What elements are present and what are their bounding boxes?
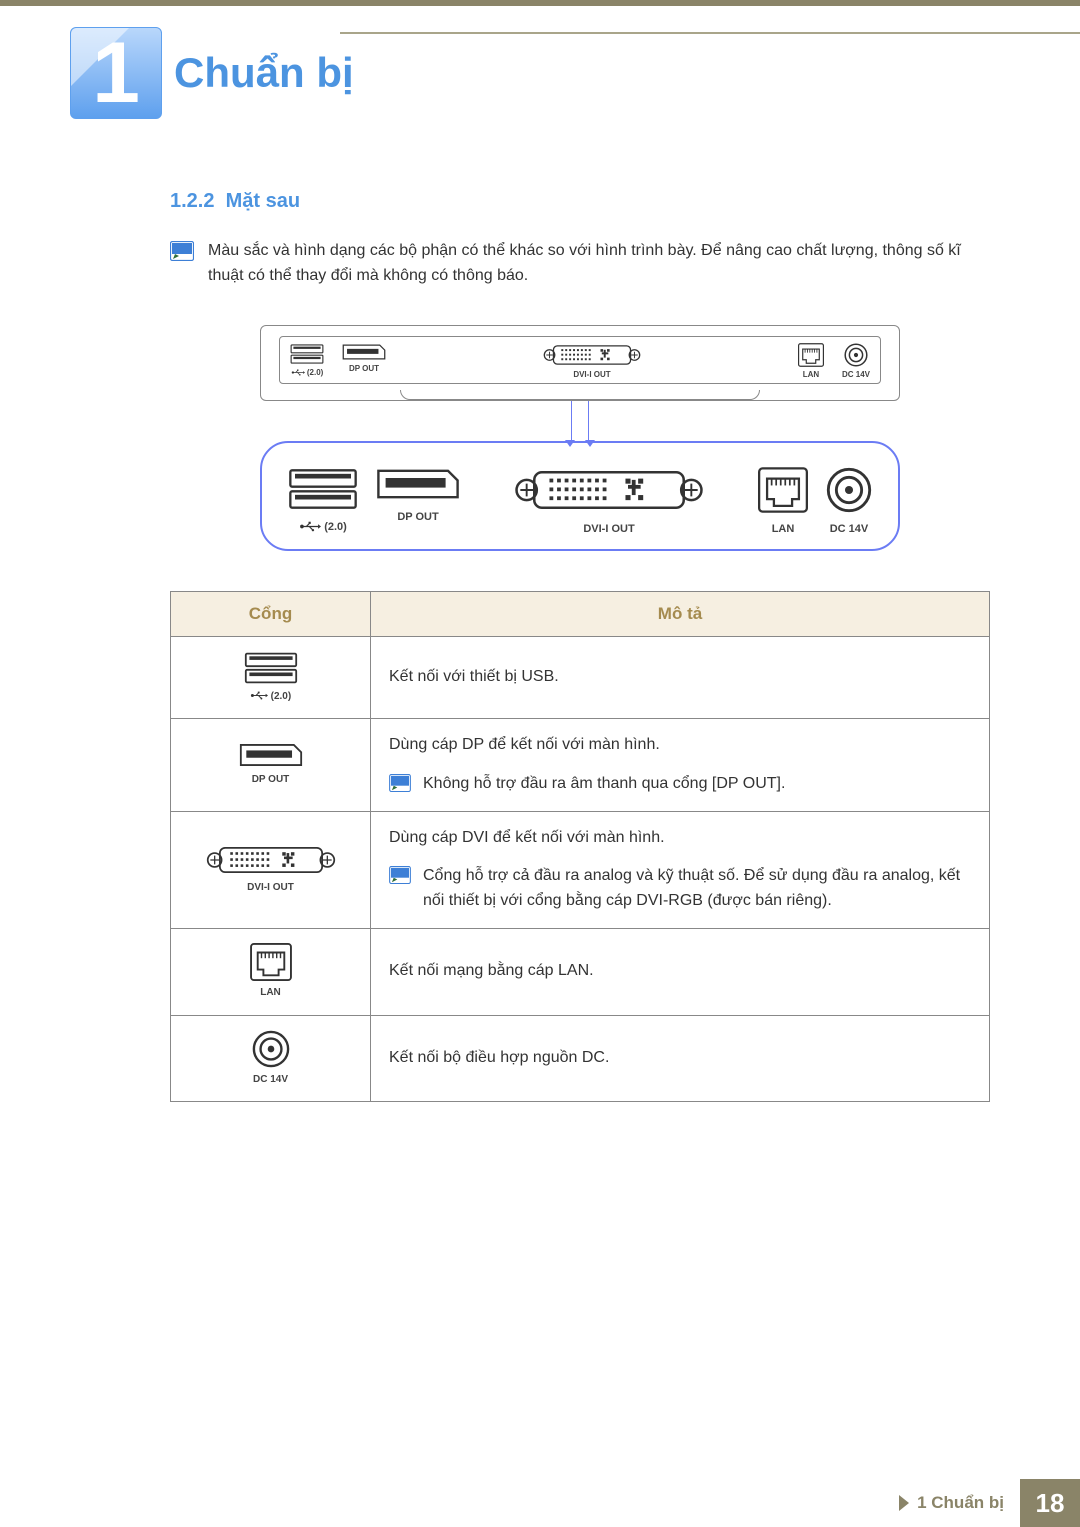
cell-desc: Kết nối với thiết bị USB. xyxy=(371,636,990,719)
col-desc: Mô tả xyxy=(371,591,990,636)
ports-zoom: (2.0) DP OUT DVI-I OUT LAN DC 14V xyxy=(260,441,900,551)
zoom-connector xyxy=(571,401,589,441)
cell-desc: Dùng cáp DVI để kết nối với màn hình. Cổ… xyxy=(371,811,990,928)
dvi-icon xyxy=(514,467,704,513)
notice-text: Màu sắc và hình dạng các bộ phận có thể … xyxy=(208,239,990,289)
dc-icon xyxy=(844,343,868,367)
cell-desc: Kết nối bộ điều hợp nguồn DC. xyxy=(371,1015,990,1102)
chapter-number: 1 xyxy=(92,30,140,116)
cell-desc: Dùng cáp DP để kết nối với màn hình. Khô… xyxy=(371,719,990,812)
device-stand xyxy=(400,390,760,400)
dp-icon xyxy=(376,467,460,501)
notice-icon xyxy=(389,866,411,884)
page-content: 1.2.2 Mặt sau Màu sắc và hình dạng các b… xyxy=(170,190,990,1102)
port-label-dp-small: DP OUT xyxy=(349,364,379,373)
dc-icon xyxy=(826,467,872,513)
table-row: LAN Kết nối mạng bằng cáp LAN. xyxy=(171,929,990,1016)
footer-page-number: 18 xyxy=(1020,1479,1080,1527)
usb-icon xyxy=(244,651,298,685)
lan-icon xyxy=(758,467,808,513)
chapter-title: Chuẩn bị xyxy=(174,49,354,97)
footer-label: 1 Chuẩn bị xyxy=(917,1493,1004,1513)
usb-icon xyxy=(290,343,324,365)
lan-icon xyxy=(798,343,824,367)
port-label-dvi-small: DVI-I OUT xyxy=(573,370,610,379)
cell-label: DC 14V xyxy=(253,1072,288,1088)
lan-icon xyxy=(250,943,292,981)
section-notice: Màu sắc và hình dạng các bộ phận có thể … xyxy=(170,239,990,289)
cell-note: Cổng hỗ trợ cả đầu ra analog và kỹ thuật… xyxy=(423,864,971,914)
dvi-icon xyxy=(206,844,336,876)
device-outline: (2.0) DP OUT DVI-I OUT LAN DC 14V xyxy=(260,325,900,401)
port-label-dvi: DVI-I OUT xyxy=(583,523,634,535)
top-bar xyxy=(0,0,1080,6)
cell-desc: Kết nối mạng bằng cáp LAN. xyxy=(371,929,990,1016)
dvi-icon xyxy=(543,343,641,367)
section-title: Mặt sau xyxy=(226,190,300,212)
header-rule xyxy=(340,32,1080,34)
port-label-dp: DP OUT xyxy=(397,511,438,523)
chapter-header: 1 Chuẩn bị xyxy=(70,28,1080,118)
port-label-lan-small: LAN xyxy=(803,370,819,379)
device-ports-small: (2.0) DP OUT DVI-I OUT LAN DC 14V xyxy=(279,336,881,384)
cell-label: DP OUT xyxy=(252,772,290,788)
usb-icon xyxy=(288,467,358,511)
port-label-usb: (2.0) xyxy=(299,521,347,533)
cell-label: LAN xyxy=(260,985,281,1001)
rear-diagram: (2.0) DP OUT DVI-I OUT LAN DC 14V xyxy=(260,325,900,551)
port-label-dc-small: DC 14V xyxy=(842,370,870,379)
ports-table: Cổng Mô tả (2.0) Kết nối với thiết bị US… xyxy=(170,591,990,1102)
port-label-lan: LAN xyxy=(772,523,795,535)
table-row: DP OUT Dùng cáp DP để kết nối với màn hì… xyxy=(171,719,990,812)
section-heading: 1.2.2 Mặt sau xyxy=(170,190,990,213)
cell-note: Không hỗ trợ đầu ra âm thanh qua cổng [D… xyxy=(423,772,785,797)
dp-icon xyxy=(239,742,303,768)
chapter-badge: 1 xyxy=(70,27,162,119)
dp-icon xyxy=(342,343,386,361)
dc-icon xyxy=(252,1030,290,1068)
table-row: (2.0) Kết nối với thiết bị USB. xyxy=(171,636,990,719)
col-port: Cổng xyxy=(171,591,371,636)
port-label-dc: DC 14V xyxy=(830,523,869,535)
section-number: 1.2.2 xyxy=(170,190,214,212)
cell-label: (2.0) xyxy=(250,689,291,705)
port-label-usb-small: (2.0) xyxy=(291,368,324,377)
cell-label: DVI-I OUT xyxy=(247,880,294,896)
notice-icon xyxy=(170,241,194,261)
page-footer: 1 Chuẩn bị 18 xyxy=(0,1479,1080,1527)
table-row: DVI-I OUT Dùng cáp DVI để kết nối với mà… xyxy=(171,811,990,928)
notice-icon xyxy=(389,774,411,792)
table-row: DC 14V Kết nối bộ điều hợp nguồn DC. xyxy=(171,1015,990,1102)
